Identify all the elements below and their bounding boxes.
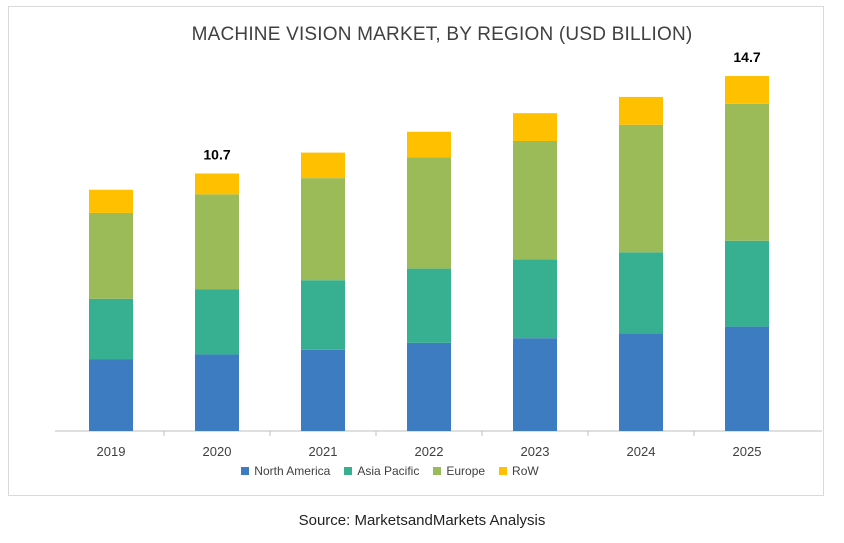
total-label-2025: 14.7 — [733, 49, 760, 65]
legend-swatch — [433, 467, 442, 475]
bar-segment-europe-2023 — [513, 141, 557, 260]
x-tick-label-2024: 2024 — [627, 444, 656, 459]
bar-segment-north-america-2022 — [407, 342, 451, 431]
bar-segment-asia-pacific-2021 — [301, 280, 345, 350]
total-label-2020: 10.7 — [203, 146, 230, 162]
chart-title: MACHINE VISION MARKET, BY REGION (USD BI… — [191, 24, 693, 45]
legend-item-asia-pacific: Asia Pacific — [344, 464, 419, 478]
legend-swatch — [499, 467, 508, 475]
legend-swatch — [344, 467, 353, 475]
bar-segment-north-america-2020 — [195, 354, 239, 431]
legend-label: Europe — [446, 464, 486, 478]
legend-label: North America — [254, 464, 331, 478]
chart-plot: 2019 10.7 2020 2021 2022 2023 2024 14.7 2025 — [55, 49, 822, 459]
bar-segment-row-2020 — [195, 173, 239, 195]
legend-swatch — [241, 467, 250, 475]
bar-segment-row-2019 — [89, 189, 133, 213]
chart-legend: North America Asia Pacific Europe RoW — [0, 464, 780, 478]
bar-segment-row-2021 — [301, 152, 345, 179]
x-tick-label-2022: 2022 — [415, 444, 444, 459]
bar-segment-asia-pacific-2019 — [89, 298, 133, 360]
bar-segment-asia-pacific-2024 — [619, 252, 663, 334]
bar-segment-row-2022 — [407, 131, 451, 158]
bar-segment-europe-2024 — [619, 124, 663, 253]
bar-segment-europe-2025 — [725, 103, 769, 241]
x-tick-label-2020: 2020 — [203, 444, 232, 459]
bar-segment-asia-pacific-2022 — [407, 268, 451, 343]
x-tick-label-2025: 2025 — [733, 444, 762, 459]
legend-item-row: RoW — [499, 464, 539, 478]
bar-segment-row-2023 — [513, 113, 557, 141]
source-note: Source: MarketsandMarkets Analysis — [298, 512, 546, 529]
bar-segment-asia-pacific-2023 — [513, 259, 557, 339]
x-tick-label-2021: 2021 — [309, 444, 338, 459]
legend-item-europe: Europe — [433, 464, 485, 478]
x-tick-label-2019: 2019 — [97, 444, 126, 459]
bar-segment-row-2024 — [619, 96, 663, 125]
bar-segment-north-america-2025 — [725, 326, 769, 431]
bar-segment-europe-2019 — [89, 212, 133, 299]
bar-segment-north-america-2021 — [301, 349, 345, 431]
bar-segment-asia-pacific-2020 — [195, 289, 239, 355]
bar-segment-asia-pacific-2025 — [725, 240, 769, 327]
bar-segment-europe-2020 — [195, 194, 239, 290]
bar-segment-north-america-2019 — [89, 359, 133, 431]
bar-segment-europe-2022 — [407, 157, 451, 269]
legend-label: Asia Pacific — [357, 464, 420, 478]
bar-segment-north-america-2024 — [619, 333, 663, 431]
bar-segment-row-2025 — [725, 76, 769, 104]
bar-segment-north-america-2023 — [513, 338, 557, 431]
x-tick-label-2023: 2023 — [521, 444, 550, 459]
legend-label: RoW — [512, 464, 539, 478]
bar-segment-europe-2021 — [301, 178, 345, 281]
legend-item-north-america: North America — [241, 464, 330, 478]
